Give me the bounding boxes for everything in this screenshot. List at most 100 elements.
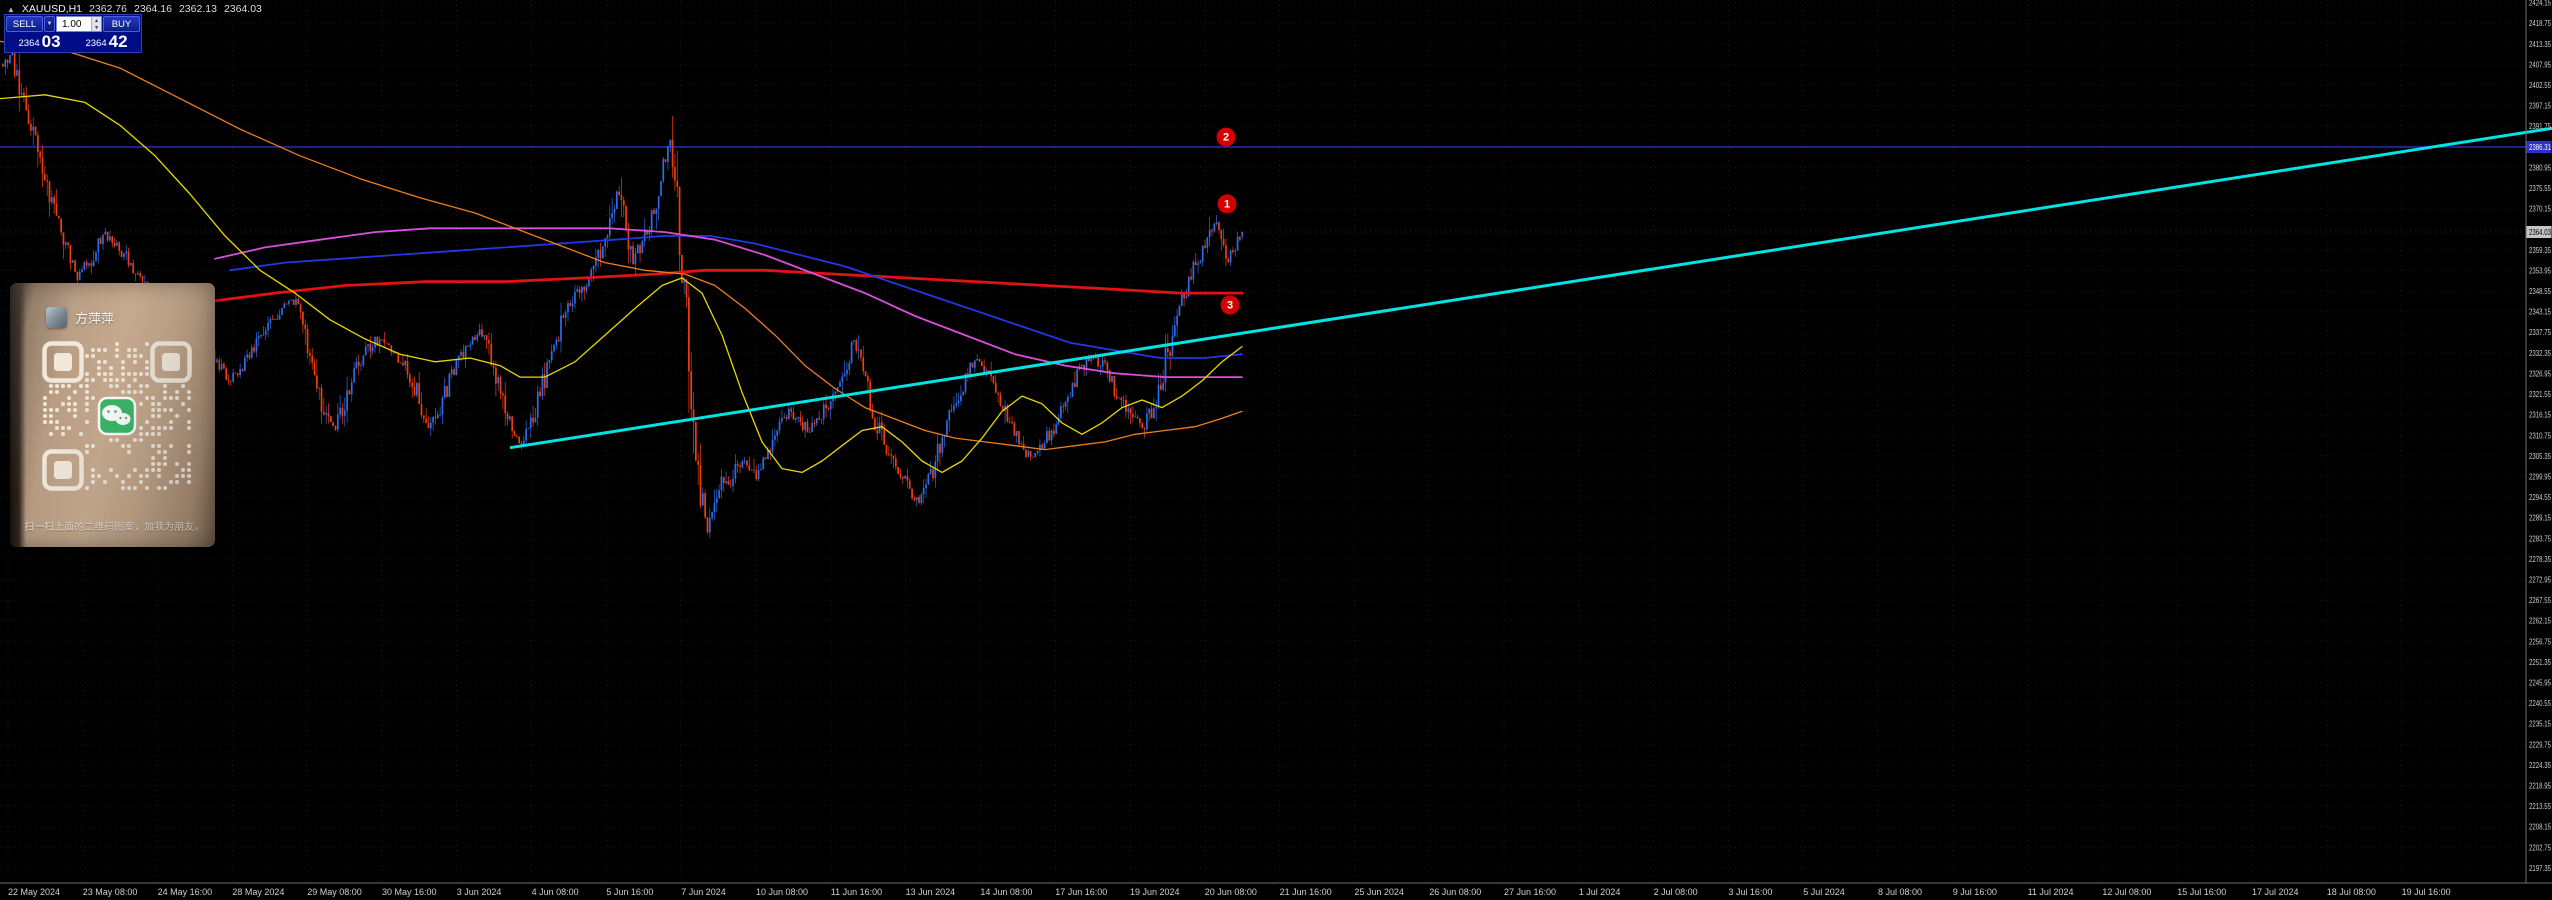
candle-body [822, 404, 825, 420]
qr-dot [66, 425, 72, 431]
candle-body [104, 231, 107, 235]
volume-value[interactable]: 1.00 [62, 18, 82, 30]
marker-circle-1[interactable]: 1 [1217, 194, 1237, 214]
candle-body [876, 430, 879, 434]
candle-body [432, 416, 434, 423]
price-tick: 2278.35 [2529, 554, 2551, 564]
sell-price[interactable]: 2364 03 [6, 32, 73, 51]
candle-body [318, 387, 321, 389]
candle-body [588, 277, 590, 287]
time-tick: 11 Jul 2024 [2028, 887, 2074, 897]
qr-dot [132, 377, 138, 383]
candle-body [474, 336, 476, 340]
candle-body [1015, 431, 1018, 436]
wechat-avatar [46, 307, 67, 328]
qr-dot [132, 485, 138, 491]
candle-body [676, 180, 679, 187]
candle-body [743, 460, 746, 462]
candle-body [1150, 408, 1153, 419]
candle-body [46, 180, 49, 182]
qr-dot [84, 377, 90, 383]
candle-body [30, 123, 32, 131]
candle-body [532, 417, 534, 423]
candle-body [55, 203, 58, 216]
volume-input[interactable]: 1.00 ▲ ▼ [56, 16, 102, 32]
candle-body [39, 152, 42, 158]
candle-body [955, 403, 958, 406]
candle-body [418, 383, 421, 404]
candle-body [660, 181, 662, 197]
candle-body [641, 241, 644, 254]
candle-body [18, 70, 21, 95]
candle-body [960, 395, 962, 401]
qr-dot [120, 485, 126, 491]
qr-dot [126, 371, 132, 377]
candle-body [1197, 263, 1199, 265]
volume-up-button[interactable]: ▲ [91, 17, 101, 24]
sell-button[interactable]: SELL [6, 16, 43, 32]
candle-body [262, 334, 265, 336]
candle-body [539, 391, 541, 397]
time-tick: 21 Jun 16:00 [1280, 887, 1332, 897]
candle-body [16, 70, 18, 76]
candle-body [13, 52, 16, 76]
candle-body [1020, 443, 1023, 445]
candle-body [376, 336, 379, 346]
qr-dot [186, 479, 192, 485]
candle-body [488, 340, 490, 344]
marker-circle-3[interactable]: 3 [1220, 295, 1240, 315]
candle-body [116, 242, 118, 246]
candle-body [60, 218, 62, 233]
price-tick: 2294.55 [2529, 492, 2551, 502]
volume-down-button[interactable]: ▼ [91, 24, 101, 31]
price-tick: 2375.55 [2529, 183, 2551, 193]
qr-dot [126, 485, 132, 491]
candle-body [450, 369, 453, 374]
candle-body [529, 417, 532, 428]
buy-price[interactable]: 2364 42 [73, 32, 140, 51]
candle-body [1122, 400, 1125, 401]
volume-spinner[interactable]: ▲ ▼ [91, 17, 101, 31]
candle-body [269, 318, 272, 323]
candle-body [429, 422, 432, 429]
marker-circle-2[interactable]: 2 [1216, 127, 1236, 147]
candle-body [813, 423, 816, 424]
candle-body [83, 262, 86, 270]
qr-dot [90, 443, 96, 449]
candle-body [1011, 421, 1013, 424]
volume-dropdown-caret-icon[interactable]: ▼ [44, 16, 55, 32]
price-tick: 2299.95 [2529, 472, 2551, 482]
price-tick: 2283.75 [2529, 533, 2551, 543]
candle-body [925, 484, 927, 489]
buy-button[interactable]: BUY [103, 16, 140, 32]
candle-body [569, 303, 572, 307]
qr-dot [156, 407, 162, 413]
qr-dot [150, 401, 156, 407]
candle-body [383, 339, 386, 343]
ascending-trendline[interactable] [509, 126, 2552, 450]
candle-body [362, 355, 365, 366]
time-tick: 19 Jun 2024 [1130, 887, 1180, 897]
qr-dot [108, 377, 114, 383]
candle-body [599, 249, 602, 259]
candle-body [1241, 232, 1244, 237]
qr-dot [144, 395, 150, 401]
candle-body [646, 229, 648, 235]
candle-body [285, 303, 288, 305]
candle-body [560, 315, 562, 342]
candle-body [936, 443, 939, 462]
candle-body [1183, 291, 1185, 299]
qr-dot [186, 449, 192, 455]
candle-body [592, 266, 595, 270]
candle-body [1178, 306, 1181, 316]
candle-body [974, 360, 976, 368]
level-badge [2526, 141, 2552, 153]
candle-body [1106, 362, 1109, 371]
qr-dot [144, 485, 150, 491]
qr-dot [168, 419, 174, 425]
candle-body [460, 351, 462, 356]
qr-dot [132, 347, 138, 353]
qr-dot [84, 449, 90, 455]
qr-dot [114, 383, 120, 389]
